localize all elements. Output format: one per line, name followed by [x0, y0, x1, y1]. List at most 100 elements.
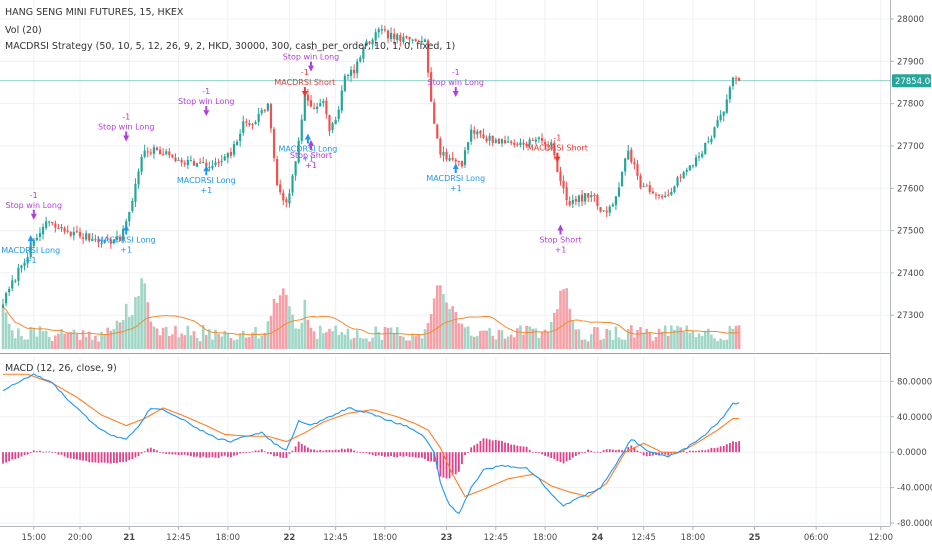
candle-body	[331, 123, 334, 130]
candle-body	[402, 36, 405, 43]
volume-bar	[617, 337, 621, 349]
macd-histogram-bar	[639, 452, 642, 453]
volume-bar	[337, 334, 341, 349]
macd-histogram-bar	[112, 452, 115, 463]
macd-histogram-bar	[707, 449, 710, 453]
macd-histogram-bar	[491, 440, 494, 453]
macd-histogram-bar	[507, 443, 510, 453]
volume-ma-line	[2, 306, 740, 336]
time-tick-label: 12:45	[166, 533, 191, 543]
macd-histogram-bar	[396, 452, 399, 458]
volume-bar	[266, 321, 270, 349]
candle-body	[205, 162, 208, 167]
candle-body	[584, 193, 587, 202]
candle-body	[553, 142, 556, 156]
volume-bar	[263, 332, 267, 349]
volume-bar	[7, 324, 11, 349]
time-tick-label: 12:45	[323, 533, 348, 543]
candle-body	[285, 199, 288, 203]
candle-body	[507, 141, 510, 143]
candle-body	[488, 135, 491, 141]
signal-qty: +1	[25, 256, 37, 265]
macd-histogram-bar	[651, 452, 654, 456]
macd-histogram-bar	[682, 451, 685, 453]
volume-bar	[57, 333, 60, 349]
candle-body	[155, 147, 159, 151]
macd-histogram-bar	[230, 452, 232, 458]
candle-body	[547, 145, 550, 147]
candle-body	[676, 177, 679, 186]
volume-bar	[559, 290, 562, 349]
volume-bar	[38, 326, 42, 349]
macd-histogram-bar	[728, 443, 731, 453]
candle-body	[143, 150, 146, 157]
symbol-title[interactable]: HANG SENG MINI FUTURES, 15, HKEX	[5, 7, 184, 18]
macd-histogram-bar	[54, 452, 57, 453]
volume-indicator-label[interactable]: Vol (20)	[5, 25, 42, 36]
strategy-label[interactable]: MACDRSI Strategy (50, 10, 5, 12, 26, 9, …	[5, 41, 455, 52]
macd-histogram-bar	[362, 452, 365, 453]
volume-bar	[121, 319, 125, 349]
volume-bar	[131, 314, 134, 349]
signal-arrow-stem	[125, 230, 128, 235]
candle-body	[291, 175, 294, 193]
candle-body	[442, 152, 445, 156]
macd-histogram-bar	[716, 447, 719, 453]
macd-histogram-bar	[611, 449, 614, 453]
time-tick-label: 20:00	[68, 533, 93, 543]
volume-bar	[426, 323, 430, 349]
volume-bar	[229, 337, 233, 349]
macd-histogram-bar	[109, 452, 112, 464]
candle-body	[269, 104, 273, 129]
candle-body	[728, 87, 731, 100]
volume-bar	[60, 329, 63, 349]
candle-body	[75, 231, 79, 233]
candle-body	[414, 39, 417, 42]
macd-histogram-bar	[719, 446, 722, 453]
candle-body	[14, 280, 17, 282]
candle-body	[303, 94, 306, 121]
macd-histogram-bar	[501, 440, 503, 453]
candle-body	[131, 200, 134, 211]
candle-body	[457, 160, 460, 162]
volume-bar	[180, 333, 183, 349]
price-tick-label: 27800	[897, 100, 924, 110]
time-tick-label: 18:00	[373, 533, 398, 543]
candle-body	[688, 165, 691, 171]
candle-body	[248, 123, 251, 125]
candle-body	[325, 100, 328, 115]
signal-arrow-stem	[205, 171, 208, 176]
candle-body	[359, 57, 362, 62]
volume-bar	[435, 285, 439, 349]
macd-histogram-bar	[97, 452, 100, 463]
candle-body	[620, 172, 624, 187]
macd-histogram-bar	[270, 452, 272, 455]
macd-histogram-bar	[574, 452, 577, 456]
macd-histogram-bar	[448, 452, 451, 479]
candle-body	[106, 238, 109, 240]
signal-qty: -1	[122, 112, 130, 121]
macd-histogram-bar	[66, 452, 69, 458]
volume-bar	[294, 328, 297, 349]
signal-arrow-up	[452, 163, 459, 170]
macd-histogram-bar	[233, 452, 235, 456]
time-tick-label: 18:00	[216, 533, 241, 543]
candle-body	[694, 157, 698, 166]
macd-histogram-bar	[202, 452, 205, 457]
macd-histogram-bar	[254, 450, 257, 453]
macd-histogram-bar	[177, 452, 180, 455]
macd-indicator-label[interactable]: MACD (12, 26, close, 9)	[5, 363, 117, 374]
volume-bar	[245, 337, 248, 349]
chart-legend: HANG SENG MINI FUTURES, 15, HKEX Vol (20…	[5, 7, 455, 374]
signal-arrow-up	[304, 133, 311, 140]
volume-bar	[670, 325, 673, 349]
macd-histogram-bar	[263, 451, 266, 453]
volume-bar	[100, 331, 103, 349]
volume-bar	[235, 339, 239, 349]
candle-body	[23, 262, 26, 266]
candle-body	[707, 141, 710, 143]
candle-body	[328, 115, 331, 132]
macd-histogram-bar	[72, 452, 75, 460]
macd-histogram-bar	[568, 452, 571, 461]
